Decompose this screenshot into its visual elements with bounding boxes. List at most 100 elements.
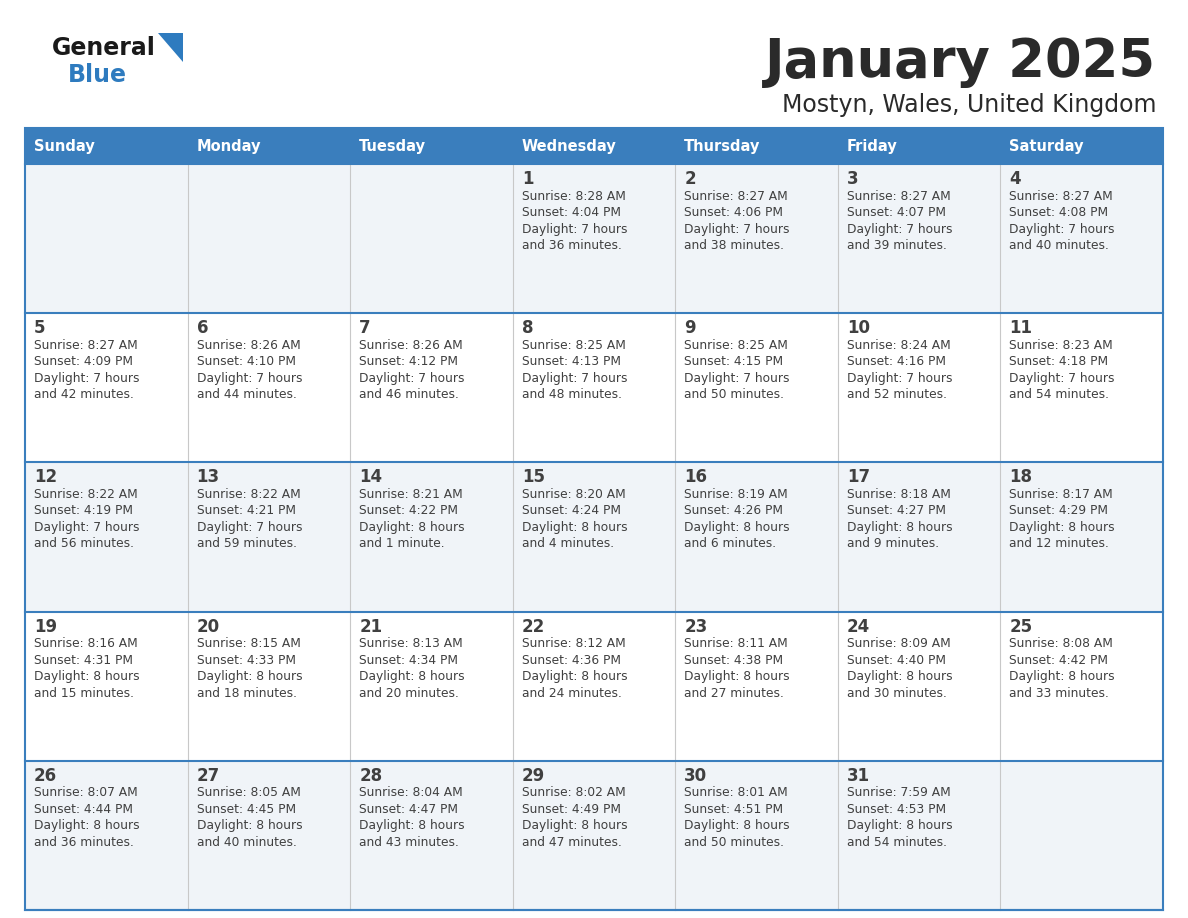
Text: Sunrise: 7:59 AM: Sunrise: 7:59 AM [847,787,950,800]
Text: 24: 24 [847,618,870,635]
Bar [1000,761,1163,910]
Text: Sunrise: 8:05 AM: Sunrise: 8:05 AM [196,787,301,800]
Text: Daylight: 7 hours: Daylight: 7 hours [847,222,953,236]
Text: Daylight: 8 hours: Daylight: 8 hours [34,819,140,833]
Text: Sunrise: 8:27 AM: Sunrise: 8:27 AM [34,339,138,352]
Text: Sunset: 4:24 PM: Sunset: 4:24 PM [522,504,620,518]
Text: Sunday: Sunday [34,139,95,153]
Text: and 38 minutes.: and 38 minutes. [684,239,784,252]
Bar [838,611,1000,761]
Text: Tuesday: Tuesday [359,139,426,153]
Bar [188,761,350,910]
Text: Daylight: 8 hours: Daylight: 8 hours [359,521,465,534]
Bar [675,611,838,761]
Text: Sunset: 4:18 PM: Sunset: 4:18 PM [1010,355,1108,368]
Text: Sunrise: 8:12 AM: Sunrise: 8:12 AM [522,637,625,650]
Text: and 47 minutes.: and 47 minutes. [522,835,621,849]
Text: Sunrise: 8:07 AM: Sunrise: 8:07 AM [34,787,138,800]
Bar [350,761,513,910]
Text: and 30 minutes.: and 30 minutes. [847,687,947,700]
Text: Sunrise: 8:09 AM: Sunrise: 8:09 AM [847,637,950,650]
Text: Sunset: 4:45 PM: Sunset: 4:45 PM [196,803,296,816]
Text: Sunrise: 8:21 AM: Sunrise: 8:21 AM [359,487,463,501]
Text: and 36 minutes.: and 36 minutes. [522,239,621,252]
Text: and 46 minutes.: and 46 minutes. [359,388,459,401]
Text: Daylight: 7 hours: Daylight: 7 hours [34,521,139,534]
Text: 17: 17 [847,468,870,487]
Text: and 24 minutes.: and 24 minutes. [522,687,621,700]
Text: Daylight: 8 hours: Daylight: 8 hours [847,819,953,833]
Text: 19: 19 [34,618,57,635]
Bar [350,313,513,463]
Text: Sunset: 4:04 PM: Sunset: 4:04 PM [522,206,620,219]
Text: Sunset: 4:42 PM: Sunset: 4:42 PM [1010,654,1108,666]
Bar [1000,128,1163,164]
Bar [838,761,1000,910]
Text: 22: 22 [522,618,545,635]
Text: 27: 27 [196,767,220,785]
Bar [838,313,1000,463]
Text: and 40 minutes.: and 40 minutes. [196,835,297,849]
Text: Sunset: 4:47 PM: Sunset: 4:47 PM [359,803,459,816]
Text: Sunset: 4:21 PM: Sunset: 4:21 PM [196,504,296,518]
Bar [350,128,513,164]
Text: Daylight: 7 hours: Daylight: 7 hours [1010,372,1114,385]
Bar [25,164,188,313]
Text: and 15 minutes.: and 15 minutes. [34,687,134,700]
Text: Sunset: 4:44 PM: Sunset: 4:44 PM [34,803,133,816]
Text: Sunrise: 8:16 AM: Sunrise: 8:16 AM [34,637,138,650]
Text: and 1 minute.: and 1 minute. [359,537,444,551]
Text: Daylight: 8 hours: Daylight: 8 hours [684,670,790,683]
Text: 4: 4 [1010,170,1020,188]
Text: Sunrise: 8:26 AM: Sunrise: 8:26 AM [359,339,463,352]
Text: Sunrise: 8:11 AM: Sunrise: 8:11 AM [684,637,788,650]
Text: Monday: Monday [196,139,261,153]
Text: Sunset: 4:29 PM: Sunset: 4:29 PM [1010,504,1108,518]
Text: Daylight: 7 hours: Daylight: 7 hours [684,222,790,236]
Text: and 42 minutes.: and 42 minutes. [34,388,134,401]
Bar [675,463,838,611]
Text: and 9 minutes.: and 9 minutes. [847,537,939,551]
Bar [25,463,188,611]
Text: Sunset: 4:53 PM: Sunset: 4:53 PM [847,803,946,816]
Text: Thursday: Thursday [684,139,760,153]
Text: 5: 5 [34,319,45,337]
Text: Daylight: 8 hours: Daylight: 8 hours [522,521,627,534]
Text: and 39 minutes.: and 39 minutes. [847,239,947,252]
Text: Sunrise: 8:23 AM: Sunrise: 8:23 AM [1010,339,1113,352]
Text: Sunset: 4:49 PM: Sunset: 4:49 PM [522,803,620,816]
Text: Sunrise: 8:27 AM: Sunrise: 8:27 AM [1010,189,1113,203]
Bar [350,611,513,761]
Text: and 33 minutes.: and 33 minutes. [1010,687,1110,700]
Bar [25,128,188,164]
Text: Sunset: 4:38 PM: Sunset: 4:38 PM [684,654,783,666]
Text: Sunrise: 8:22 AM: Sunrise: 8:22 AM [196,487,301,501]
Text: Sunset: 4:27 PM: Sunset: 4:27 PM [847,504,946,518]
Text: January 2025: January 2025 [765,36,1156,88]
Text: Mostyn, Wales, United Kingdom: Mostyn, Wales, United Kingdom [782,93,1156,117]
Text: Sunset: 4:36 PM: Sunset: 4:36 PM [522,654,620,666]
Text: and 4 minutes.: and 4 minutes. [522,537,614,551]
Text: 7: 7 [359,319,371,337]
Bar [513,164,675,313]
Text: Sunset: 4:07 PM: Sunset: 4:07 PM [847,206,946,219]
Text: Daylight: 7 hours: Daylight: 7 hours [847,372,953,385]
Bar [25,313,188,463]
Text: Daylight: 7 hours: Daylight: 7 hours [522,372,627,385]
Text: 6: 6 [196,319,208,337]
Text: Daylight: 7 hours: Daylight: 7 hours [196,372,302,385]
Text: Sunset: 4:51 PM: Sunset: 4:51 PM [684,803,783,816]
Bar [188,463,350,611]
Bar [350,463,513,611]
Text: Sunrise: 8:22 AM: Sunrise: 8:22 AM [34,487,138,501]
Bar [350,164,513,313]
Text: and 6 minutes.: and 6 minutes. [684,537,777,551]
Bar [675,164,838,313]
Text: Daylight: 7 hours: Daylight: 7 hours [522,222,627,236]
Text: 28: 28 [359,767,383,785]
Text: 15: 15 [522,468,545,487]
Bar [675,313,838,463]
Text: Sunrise: 8:26 AM: Sunrise: 8:26 AM [196,339,301,352]
Bar [25,128,1163,910]
Text: Daylight: 8 hours: Daylight: 8 hours [196,819,302,833]
